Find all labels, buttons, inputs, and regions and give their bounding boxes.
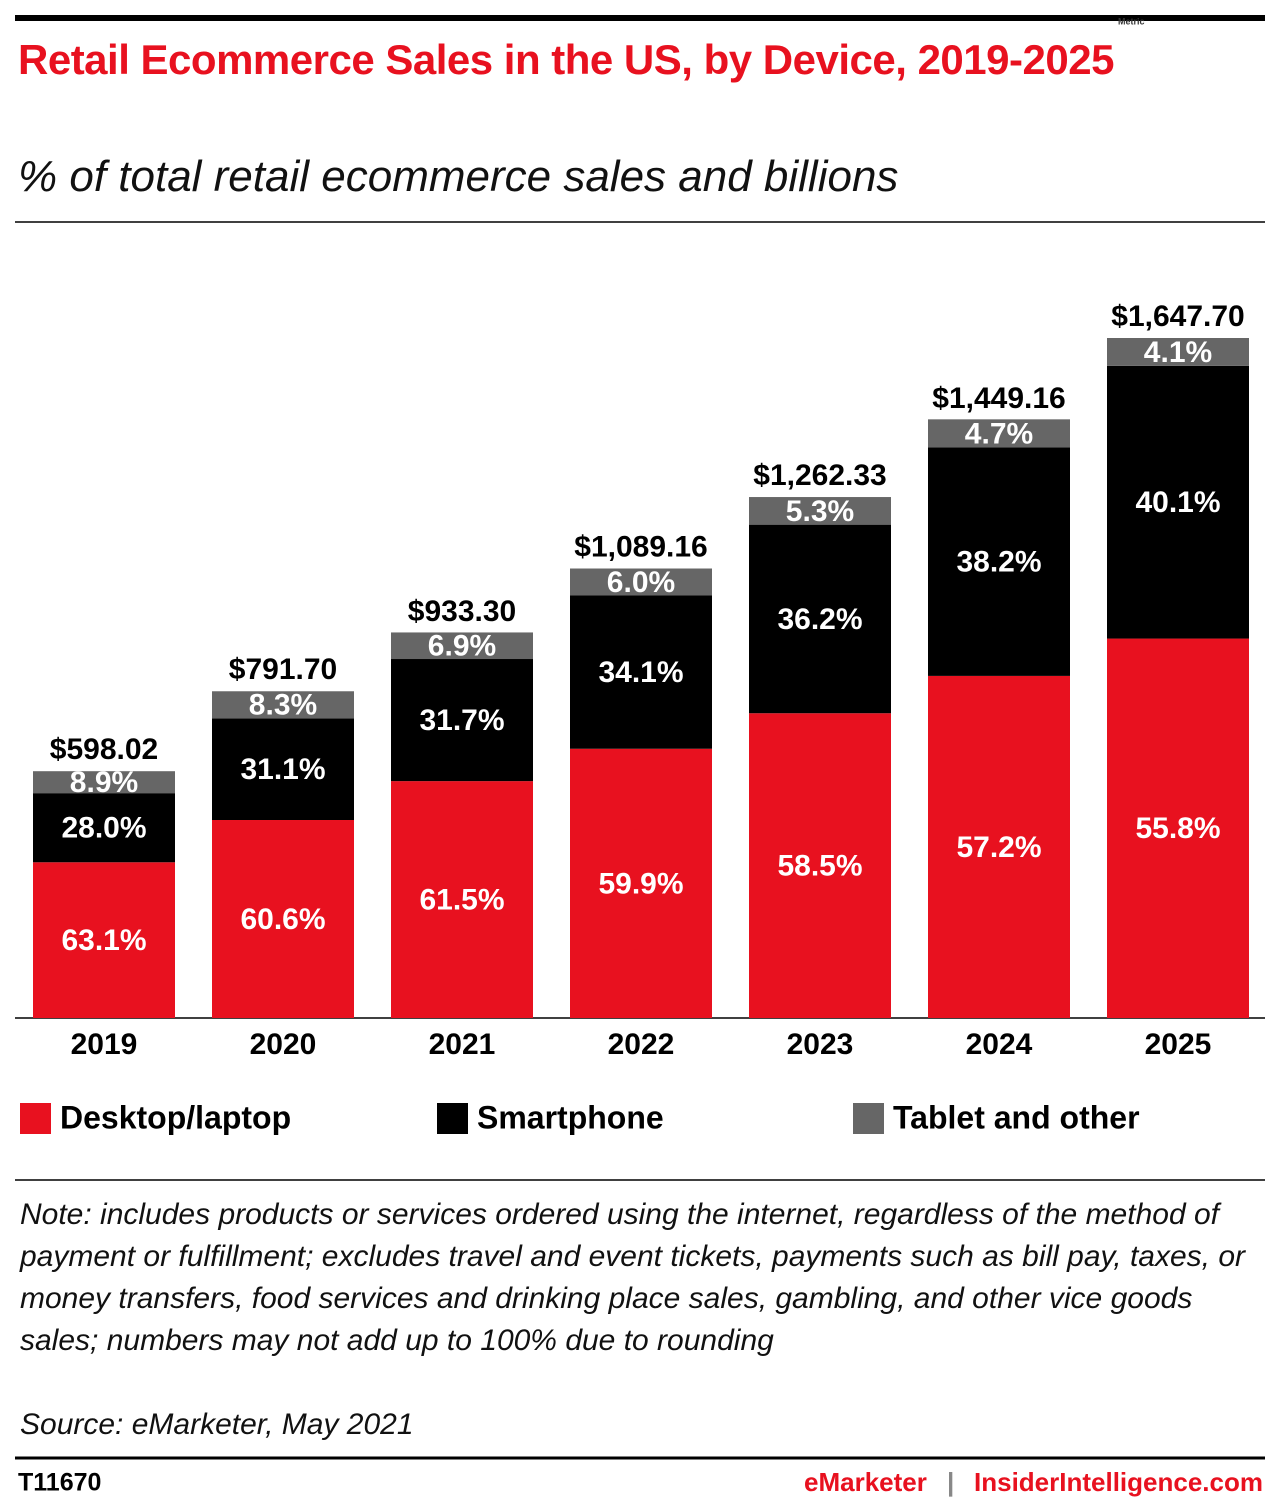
bar-segment	[928, 419, 1070, 448]
legend-label: Desktop/laptop	[60, 1099, 291, 1135]
top-rule	[15, 15, 1265, 21]
x-tick-label: 2019	[71, 1028, 138, 1061]
bar-segment	[391, 632, 533, 660]
x-tick-label: 2024	[966, 1028, 1033, 1061]
total-label: $791.70	[229, 653, 337, 686]
bar-segment	[212, 820, 354, 1018]
brand-separator: |	[947, 1467, 954, 1497]
segment-label: 8.9%	[70, 766, 138, 799]
bar-segment	[749, 497, 891, 525]
bar-segment	[570, 568, 712, 596]
bar-segment	[749, 713, 891, 1018]
bar-segment	[212, 718, 354, 821]
segment-label: 31.1%	[240, 753, 325, 786]
segment-label: 5.3%	[786, 495, 854, 528]
legend-swatch	[20, 1103, 51, 1134]
bar-segment	[570, 595, 712, 749]
bar-segment	[749, 524, 891, 714]
chart-id: T11670	[18, 1469, 101, 1497]
source: Source: eMarketer, May 2021	[20, 1408, 414, 1441]
legend-label: Smartphone	[477, 1099, 664, 1135]
segment-label: 8.3%	[249, 689, 317, 722]
bar-segment	[1107, 338, 1249, 366]
note: Note: includes products or services orde…	[20, 1198, 1246, 1357]
bar-segment	[1107, 638, 1249, 1018]
bar-segment	[391, 781, 533, 1018]
segment-label: 55.8%	[1135, 812, 1220, 845]
segment-label: 4.1%	[1144, 336, 1212, 369]
total-label: $933.30	[408, 595, 516, 628]
bar-segment	[33, 793, 175, 863]
segment-label: 36.2%	[777, 603, 862, 636]
legend-swatch	[853, 1103, 884, 1134]
segment-label: 60.6%	[240, 903, 325, 936]
legend-swatch	[437, 1103, 468, 1134]
total-label: $598.02	[50, 733, 158, 766]
segment-label: 28.0%	[61, 812, 146, 845]
segment-label: 34.1%	[598, 656, 683, 689]
x-tick-label: 2023	[787, 1028, 854, 1061]
segment-label: 59.9%	[598, 867, 683, 900]
segment-label: 58.5%	[777, 850, 862, 883]
x-tick-label: 2021	[429, 1028, 496, 1061]
segment-label: 61.5%	[419, 883, 504, 916]
total-label: $1,647.70	[1111, 300, 1244, 333]
bar-segment	[212, 691, 354, 719]
x-tick-label: 2025	[1145, 1028, 1212, 1061]
corner-mark: Metric	[1118, 16, 1145, 26]
bar-segment	[928, 447, 1070, 676]
total-label: $1,262.33	[753, 459, 886, 492]
bar-segment	[928, 675, 1070, 1018]
bar-segment	[570, 748, 712, 1018]
site: InsiderIntelligence.com	[974, 1467, 1263, 1497]
bar-segment	[391, 659, 533, 782]
bar-segment	[33, 771, 175, 794]
brand: eMarketer	[804, 1467, 927, 1497]
bar-segment	[33, 862, 175, 1018]
x-tick-label: 2020	[250, 1028, 317, 1061]
segment-label: 6.9%	[428, 630, 496, 663]
bar-segment	[1107, 365, 1249, 639]
total-label: $1,089.16	[574, 530, 707, 563]
segment-label: 57.2%	[956, 831, 1041, 864]
x-tick-label: 2022	[608, 1028, 675, 1061]
segment-label: 4.7%	[965, 417, 1033, 450]
segment-label: 38.2%	[956, 546, 1041, 579]
chart-subtitle: % of total retail ecommerce sales and bi…	[18, 152, 899, 201]
chart-title: Retail Ecommerce Sales in the US, by Dev…	[18, 36, 1114, 83]
total-label: $1,449.16	[932, 382, 1065, 415]
segment-label: 63.1%	[61, 924, 146, 957]
segment-label: 40.1%	[1135, 486, 1220, 519]
segment-label: 6.0%	[607, 566, 675, 599]
legend-label: Tablet and other	[893, 1099, 1140, 1135]
segment-label: 31.7%	[419, 704, 504, 737]
